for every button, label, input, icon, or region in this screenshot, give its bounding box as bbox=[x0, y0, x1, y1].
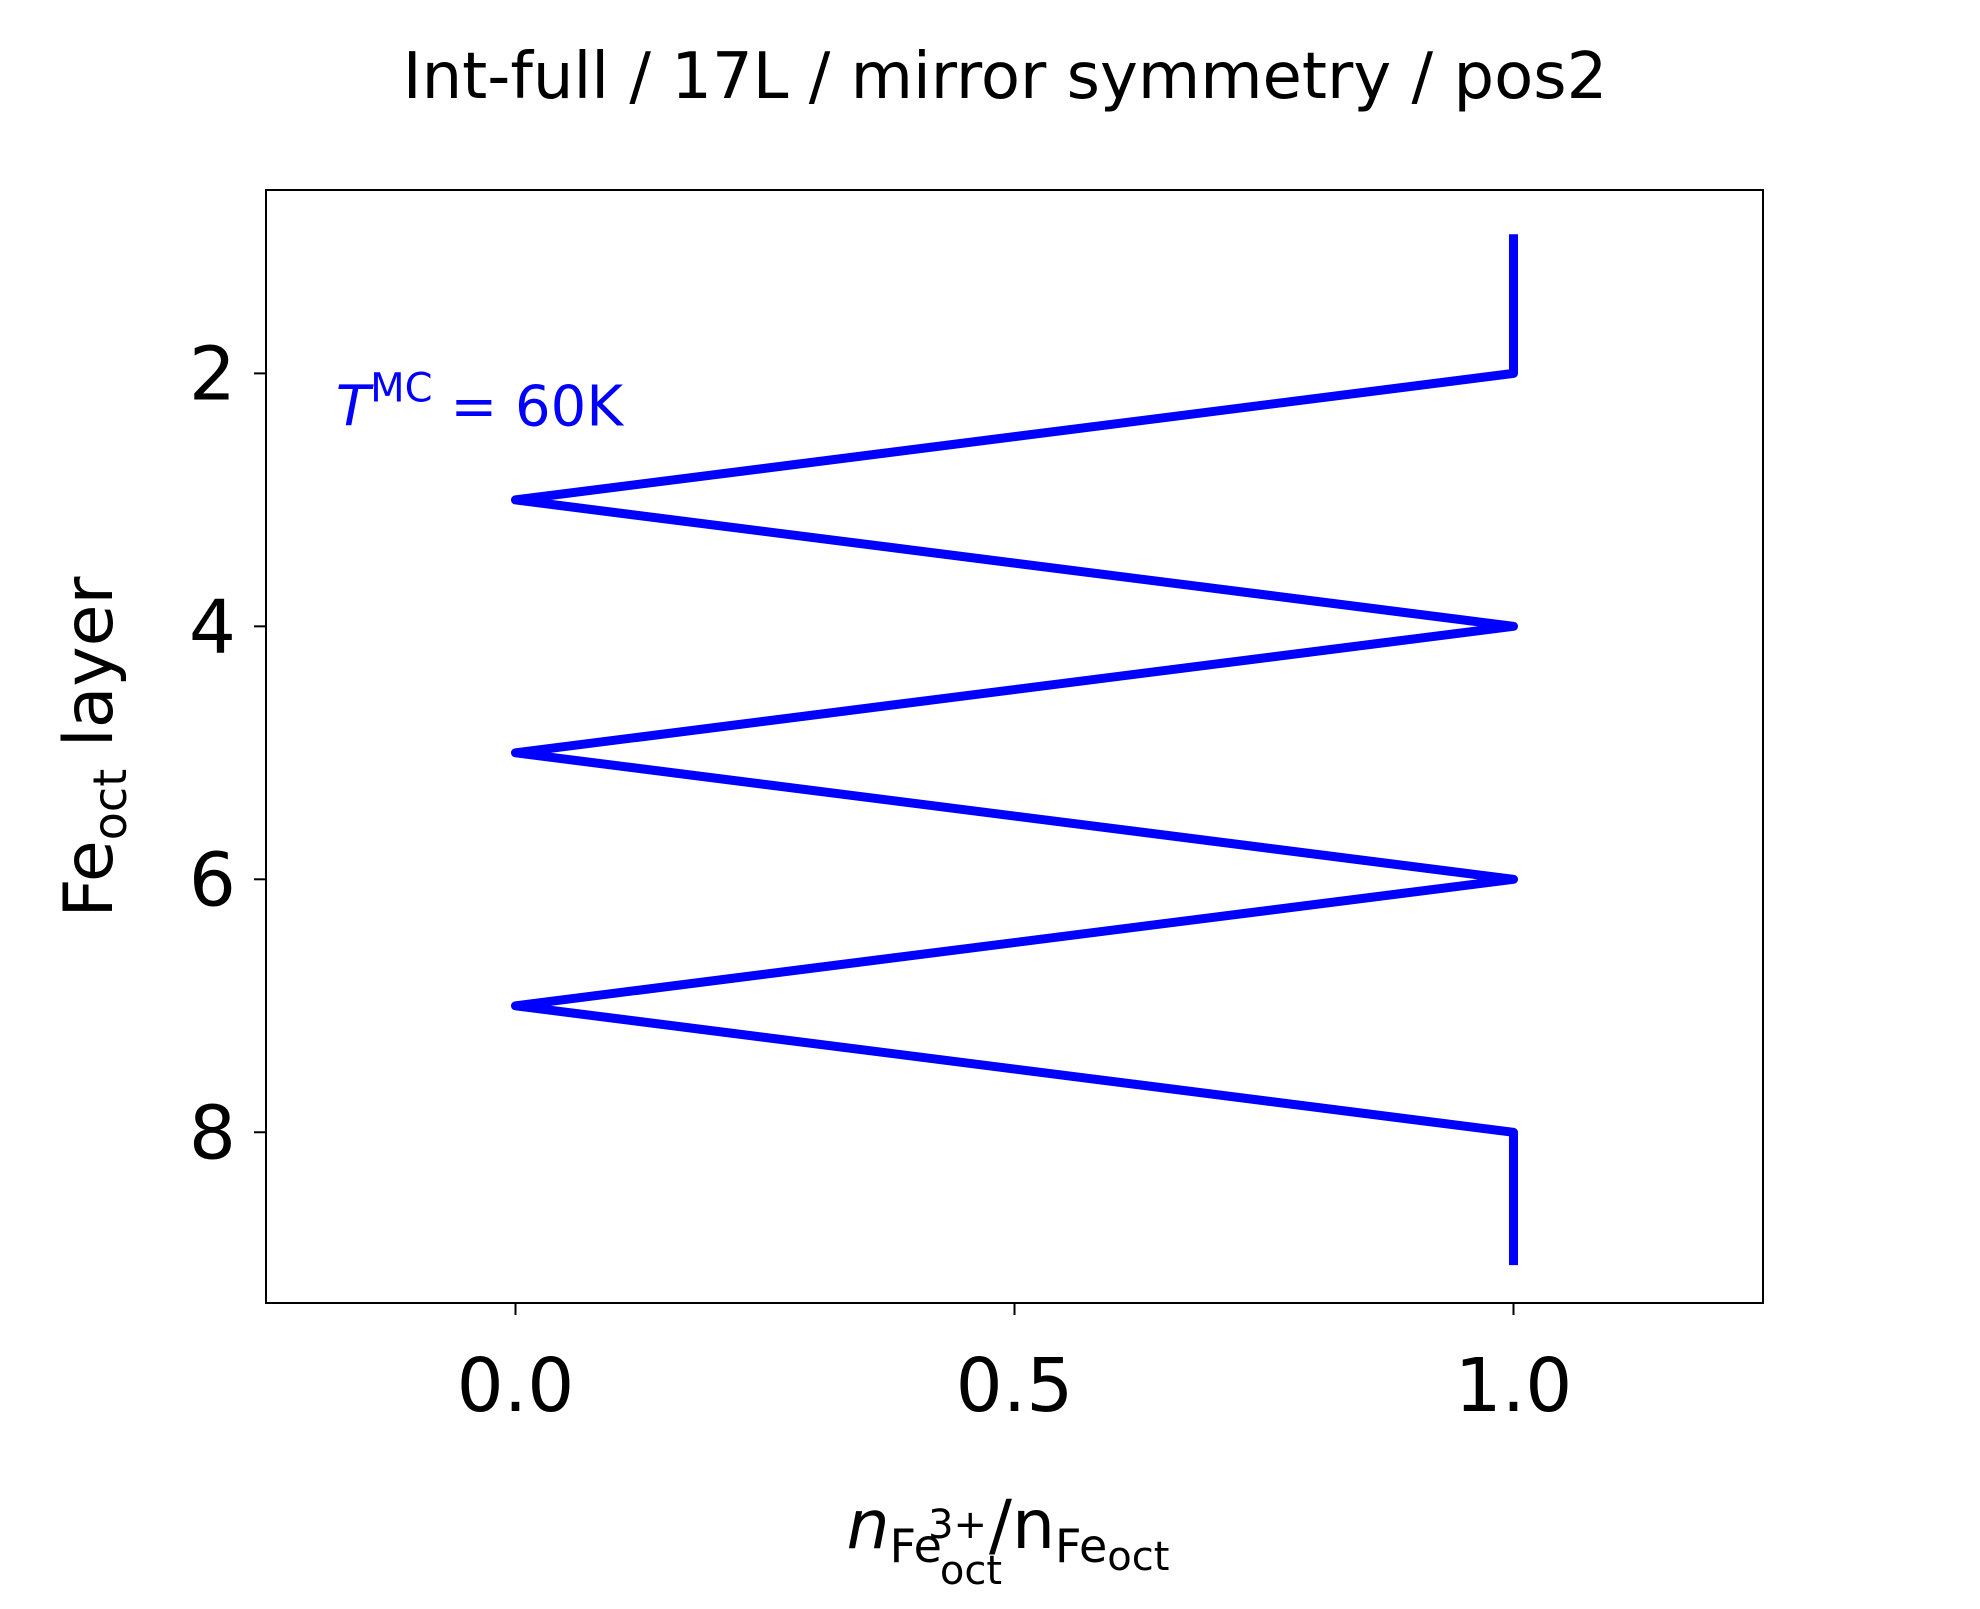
y-label-layer: layer bbox=[50, 576, 129, 768]
x-label-slash-n: /n bbox=[989, 1486, 1055, 1565]
temperature-annotation: TMC = 60K bbox=[336, 365, 624, 439]
annotation-value: = 60K bbox=[433, 374, 625, 439]
plot-frame bbox=[265, 189, 1764, 1304]
y-label-sub-oct: oct bbox=[83, 769, 137, 840]
x-label-sup-3plus: 3+ bbox=[928, 1502, 987, 1548]
y-axis-ticks: 2 4 6 8 bbox=[189, 331, 266, 1176]
x-label-sub-fe: Fe bbox=[890, 1519, 942, 1573]
y-axis-label: Feoct layer bbox=[50, 576, 137, 917]
x-axis-label: nFeoct3+/nFeoct bbox=[847, 1486, 1170, 1594]
y-label-fe: Fe bbox=[50, 840, 129, 917]
y-tick-label: 6 bbox=[189, 837, 236, 923]
y-tick-label: 8 bbox=[189, 1090, 236, 1176]
x-label-sub-oct: oct bbox=[940, 1548, 1002, 1594]
x-label-sub2-fe: Fe bbox=[1055, 1519, 1107, 1573]
x-label-n: n bbox=[847, 1486, 890, 1565]
x-tick-label: 1.0 bbox=[1455, 1343, 1573, 1429]
x-axis-ticks: 0.0 0.5 1.0 bbox=[457, 1303, 1573, 1429]
series-line bbox=[511, 234, 1518, 1266]
chart-title: Int-full / 17L / mirror symmetry / pos2 bbox=[403, 40, 1608, 114]
annotation-italic: T bbox=[336, 374, 374, 439]
x-label-sub2-oct: oct bbox=[1107, 1534, 1169, 1580]
x-tick-label: 0.5 bbox=[956, 1343, 1074, 1429]
annotation-superscript: MC bbox=[370, 365, 432, 411]
y-tick-label: 2 bbox=[189, 331, 236, 417]
y-tick-label: 4 bbox=[189, 584, 236, 670]
x-tick-label: 0.0 bbox=[457, 1343, 575, 1429]
